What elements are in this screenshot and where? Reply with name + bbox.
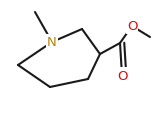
Text: O: O xyxy=(117,69,127,82)
Text: N: N xyxy=(47,36,57,49)
Text: O: O xyxy=(127,20,137,33)
